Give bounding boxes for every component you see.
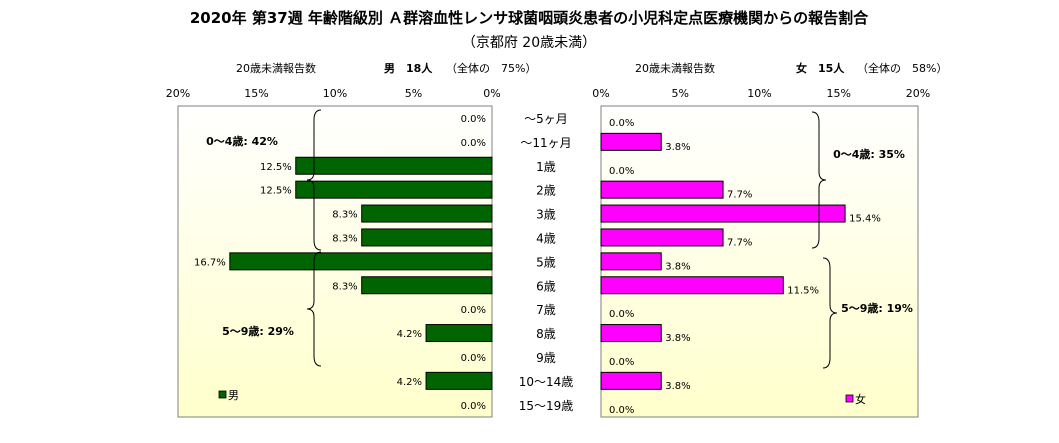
female-bracket xyxy=(811,111,827,249)
male-bracket-label: 5～9歳: 29% xyxy=(222,324,294,338)
male-data-label: 0.0% xyxy=(461,305,486,316)
male-axis-tick: 20% xyxy=(166,87,190,100)
male-bar xyxy=(295,180,493,199)
female-bar xyxy=(600,180,724,199)
category-label: 10～14歳 xyxy=(519,375,574,389)
male-bracket-label: 0～4歳: 42% xyxy=(206,134,278,148)
male-data-label: 8.3% xyxy=(332,281,357,292)
male-data-label: 0.0% xyxy=(461,353,486,364)
female-axis-tick: 5% xyxy=(672,87,689,100)
male-data-label: 12.5% xyxy=(260,186,292,197)
female-data-label: 11.5% xyxy=(787,285,819,296)
male-bracket xyxy=(306,109,322,251)
male-bar xyxy=(229,252,493,271)
female-header-left: 20歳未満報告数 xyxy=(635,62,715,75)
category-label: 4歳 xyxy=(536,231,556,245)
female-data-label: 3.8% xyxy=(665,261,690,272)
male-data-label: 4.2% xyxy=(397,329,422,340)
male-data-label: 0.0% xyxy=(461,401,486,412)
male-axis-tick: 10% xyxy=(323,87,347,100)
male-bracket xyxy=(306,251,322,367)
female-data-label: 3.8% xyxy=(665,333,690,344)
female-data-label: 0.0% xyxy=(609,166,634,177)
male-bar xyxy=(361,228,493,247)
female-bracket xyxy=(822,257,838,369)
male-header-share: （全体の 75%） xyxy=(446,61,536,75)
female-bracket-label: 5～9歳: 19% xyxy=(841,301,913,315)
category-label: 5歳 xyxy=(536,255,556,269)
male-bar xyxy=(295,156,493,175)
female-data-label: 7.7% xyxy=(727,237,752,248)
male-bar xyxy=(425,324,493,343)
female-axis-tick: 0% xyxy=(592,87,609,100)
category-label: 6歳 xyxy=(536,279,556,293)
male-data-label: 16.7% xyxy=(194,257,226,268)
male-data-label: 12.5% xyxy=(260,162,292,173)
female-data-label: 0.0% xyxy=(609,405,634,416)
female-legend-swatch xyxy=(845,394,854,403)
female-bracket-label: 0～4歳: 35% xyxy=(833,147,905,161)
male-data-label: 0.0% xyxy=(461,138,486,149)
category-label: 2歳 xyxy=(536,184,556,198)
female-data-label: 0.0% xyxy=(609,357,634,368)
female-bar xyxy=(600,276,784,295)
male-bar xyxy=(361,276,493,295)
chart-title: 2020年 第37週 年齢階級別 Ａ群溶血性レンサ球菌咽頭炎患者の小児科定点医療… xyxy=(190,9,869,27)
male-legend-label: 男 xyxy=(228,389,239,402)
male-legend-swatch xyxy=(218,390,227,399)
female-bar xyxy=(600,324,662,343)
female-bar xyxy=(600,228,724,247)
category-label: 1歳 xyxy=(536,160,556,174)
female-bar xyxy=(600,132,662,151)
female-data-label: 0.0% xyxy=(609,309,634,320)
male-data-label: 8.3% xyxy=(332,233,357,244)
category-label: ～11ヶ月 xyxy=(520,136,571,150)
female-data-label: 15.4% xyxy=(849,214,881,225)
male-axis-tick: 5% xyxy=(405,87,422,100)
male-data-label: 0.0% xyxy=(461,114,486,125)
female-data-label: 3.8% xyxy=(665,142,690,153)
male-axis-tick: 0% xyxy=(483,87,500,100)
male-axis-tick: 15% xyxy=(244,87,268,100)
category-label: 7歳 xyxy=(536,303,556,317)
category-label: 8歳 xyxy=(536,327,556,341)
female-legend-label: 女 xyxy=(855,392,866,406)
chart-subtitle: （京都府 20歳未満） xyxy=(462,35,596,51)
female-bar xyxy=(600,252,662,271)
female-axis-tick: 20% xyxy=(906,87,930,100)
category-label: 3歳 xyxy=(536,208,556,222)
female-bar xyxy=(600,371,662,390)
category-label: 9歳 xyxy=(536,351,556,365)
category-label: 15～19歳 xyxy=(519,399,574,413)
male-data-label: 4.2% xyxy=(397,377,422,388)
female-data-label: 0.0% xyxy=(609,118,634,129)
female-data-label: 3.8% xyxy=(665,381,690,392)
male-data-label: 8.3% xyxy=(332,210,357,221)
female-data-label: 7.7% xyxy=(727,190,752,201)
category-label: ～5ヶ月 xyxy=(524,112,568,126)
female-axis-tick: 15% xyxy=(827,87,851,100)
male-header-count: 男 18人 xyxy=(384,61,433,75)
female-axis-tick: 10% xyxy=(747,87,771,100)
male-header-left: 20歳未満報告数 xyxy=(236,62,316,75)
female-header-share: （全体の 58%） xyxy=(857,61,947,75)
male-bar xyxy=(361,204,493,223)
female-bar xyxy=(600,204,846,223)
male-bar xyxy=(425,371,493,390)
female-header-count: 女 15人 xyxy=(796,61,845,75)
